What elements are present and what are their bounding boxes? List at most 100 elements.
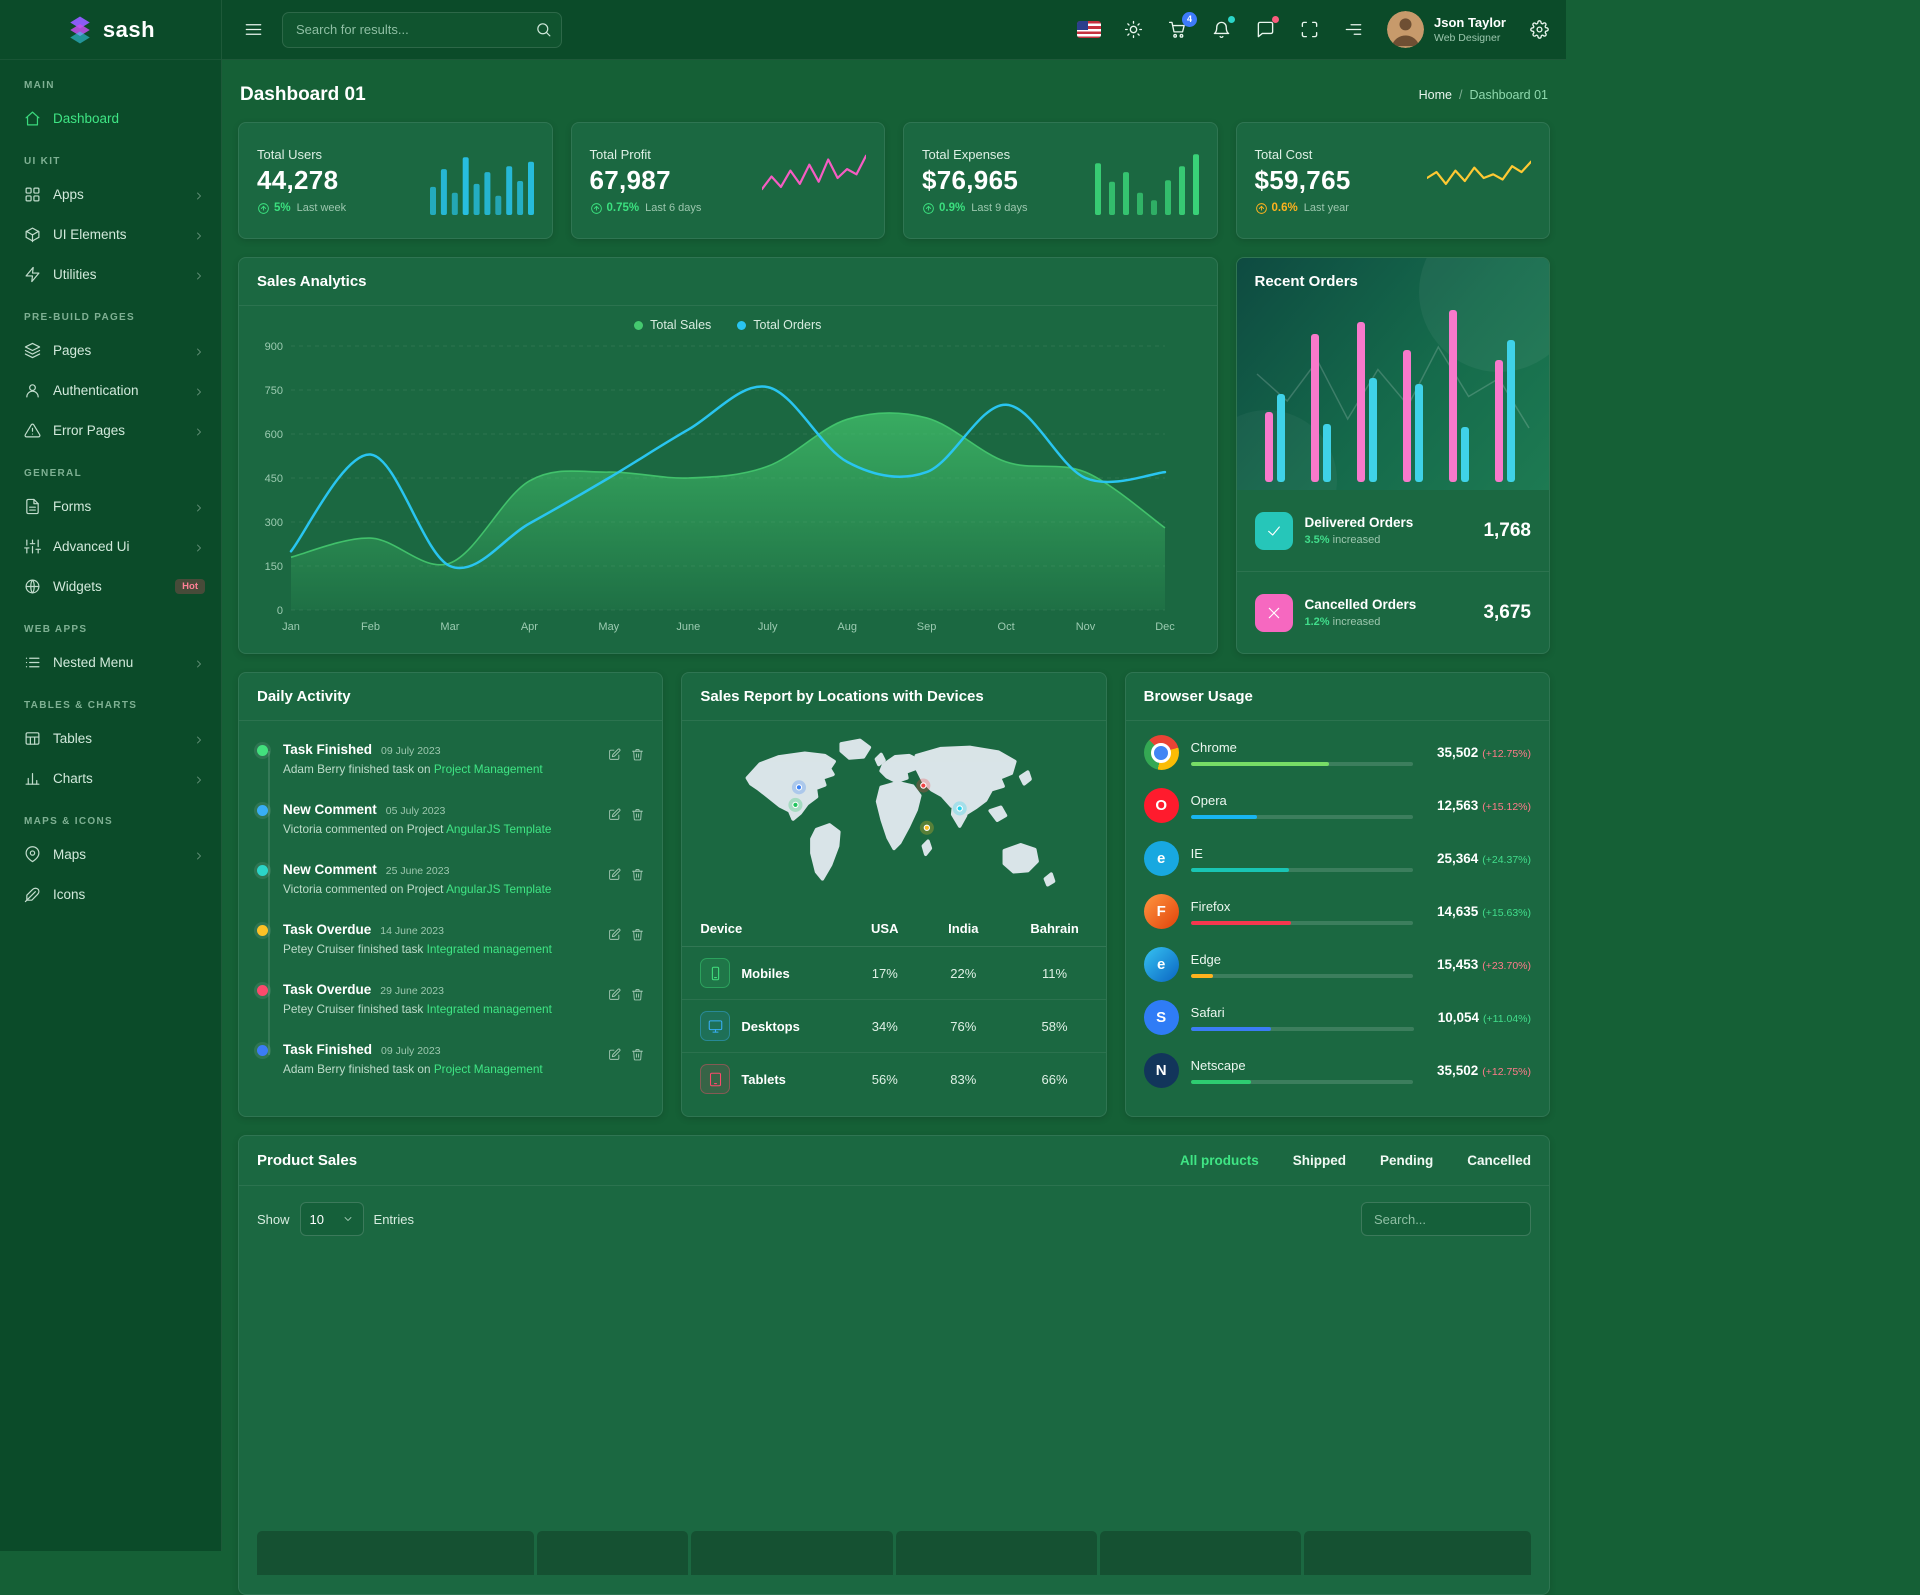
- product-table-column-header[interactable]: [895, 1531, 1097, 1575]
- browser-delta: (+15.12%): [1482, 801, 1531, 813]
- tab-cancelled[interactable]: Cancelled: [1467, 1153, 1531, 1168]
- trash-icon[interactable]: [631, 746, 644, 776]
- settings-gear-icon[interactable]: [1528, 19, 1550, 41]
- sidebar-item-label: Dashboard: [53, 110, 120, 126]
- edit-icon[interactable]: [608, 926, 621, 956]
- theme-toggle-sun-icon[interactable]: [1123, 19, 1145, 41]
- legend-item-total-sales[interactable]: Total Sales: [634, 318, 711, 332]
- stat-card-total-profit: Total Profit 67,987 0.75% Last 6 days: [570, 122, 885, 239]
- sidebar-item-pages[interactable]: Pages: [0, 330, 221, 370]
- trash-icon[interactable]: [631, 806, 644, 836]
- firefox-icon: F: [1143, 894, 1179, 929]
- mobile-icon: [700, 958, 731, 988]
- cart-icon[interactable]: 4: [1167, 11, 1197, 41]
- language-flag-icon[interactable]: [1076, 21, 1101, 38]
- sidebar-item-tables[interactable]: Tables: [0, 718, 221, 758]
- sidebar-item-apps[interactable]: Apps: [0, 174, 221, 214]
- stat-label: Total Profit: [589, 146, 651, 162]
- cart-badge: 4: [1181, 11, 1197, 27]
- notifications-bell-icon[interactable]: [1211, 15, 1235, 41]
- trash-icon[interactable]: [631, 926, 644, 956]
- edit-icon[interactable]: [608, 986, 621, 1016]
- product-table-column-header[interactable]: [1099, 1531, 1302, 1575]
- browser-name: Safari: [1190, 1004, 1225, 1020]
- sidebar-item-forms[interactable]: Forms: [0, 486, 221, 526]
- fullscreen-icon[interactable]: [1299, 19, 1321, 41]
- sales-analytics-chart-area: 0 150 300 450 600 750 900 Jan Feb Mar Apr May June Ju…: [239, 332, 1217, 641]
- activity-link[interactable]: Integrated management: [426, 942, 552, 956]
- tab-pending[interactable]: Pending: [1379, 1153, 1434, 1168]
- messages-chat-icon[interactable]: [1255, 15, 1279, 41]
- browser-row-edge: e Edge 15,453 (+23.70%): [1143, 938, 1531, 991]
- check-icon: [1267, 525, 1280, 536]
- legend-item-total-orders[interactable]: Total Orders: [737, 318, 821, 332]
- device-percentage: 83%: [923, 1052, 1004, 1105]
- breadcrumb-home[interactable]: Home: [1418, 88, 1452, 102]
- product-table-column-header[interactable]: [536, 1531, 689, 1575]
- svg-text:750: 750: [265, 385, 283, 397]
- column-india[interactable]: India: [923, 911, 1004, 947]
- product-table-column-header[interactable]: [691, 1531, 893, 1575]
- edit-icon: [609, 808, 621, 821]
- trash-icon[interactable]: [631, 866, 644, 896]
- sidebar-item-ui-elements[interactable]: UI Elements: [0, 214, 221, 254]
- column-usa[interactable]: USA: [846, 911, 924, 947]
- tab-all-products[interactable]: All products: [1179, 1153, 1259, 1168]
- browser-value: 10,054 (+11.04%): [1437, 1010, 1531, 1025]
- sidebar-item-maps[interactable]: Maps: [0, 834, 221, 874]
- menu-toggle-icon[interactable]: [238, 15, 268, 45]
- edit-icon[interactable]: [608, 1046, 621, 1076]
- activity-date: 09 July 2023: [381, 1045, 441, 1057]
- edit-icon[interactable]: [608, 806, 621, 836]
- trash-icon[interactable]: [631, 1046, 644, 1076]
- sidebar-item-dashboard[interactable]: Dashboard: [0, 98, 221, 138]
- activity-link[interactable]: Project Management: [433, 1062, 543, 1076]
- activity-link[interactable]: AngularJS Template: [446, 882, 552, 896]
- search-input[interactable]: [282, 11, 562, 48]
- edit-icon[interactable]: [608, 866, 621, 896]
- table-search-input[interactable]: [1361, 1202, 1531, 1236]
- sidebar-item-utilities[interactable]: Utilities: [0, 254, 221, 294]
- activity-link[interactable]: Project Management: [433, 762, 543, 776]
- stat-label: Total Cost: [1254, 146, 1313, 162]
- sidebar-item-nested-menu[interactable]: Nested Menu: [0, 642, 221, 682]
- sidebar-item-authentication[interactable]: Authentication: [0, 370, 221, 410]
- activity-date: 09 July 2023: [381, 745, 441, 757]
- opera-icon: O: [1143, 788, 1179, 823]
- tab-shipped[interactable]: Shipped: [1292, 1153, 1346, 1168]
- recent-orders-title: Recent Orders: [1254, 273, 1358, 290]
- sidebar-item-advanced-ui[interactable]: Advanced Ui: [0, 526, 221, 566]
- user-menu[interactable]: Json Taylor Web Designer: [1386, 11, 1506, 48]
- product-table-column-header[interactable]: [1304, 1531, 1531, 1575]
- column-device[interactable]: Device: [682, 911, 847, 947]
- sidebar-item-widgets[interactable]: Widgets Hot: [0, 566, 221, 606]
- header-search: [282, 11, 562, 48]
- page-size-select[interactable]: 10: [299, 1202, 364, 1236]
- sidebar-item-icons[interactable]: Icons: [0, 874, 221, 914]
- right-panel-icon[interactable]: [1343, 19, 1365, 41]
- brand-logo[interactable]: sash: [0, 0, 221, 60]
- svg-text:Oct: Oct: [998, 621, 1015, 633]
- activity-title: Task Finished: [283, 1042, 373, 1057]
- column-bahrain[interactable]: Bahrain: [1003, 911, 1106, 947]
- sales-report-table: Device USA India Bahrain Mobiles 17% 22% 11% Des…: [682, 911, 1106, 1105]
- activity-link[interactable]: Integrated management: [426, 1002, 552, 1016]
- device-percentage: 11%: [1003, 946, 1106, 1000]
- trash-icon[interactable]: [631, 986, 644, 1016]
- device-percentage: 58%: [1003, 999, 1106, 1053]
- stat-delta: 0.6% Last year: [1255, 202, 1351, 215]
- activity-link[interactable]: AngularJS Template: [446, 822, 552, 836]
- svg-text:Nov: Nov: [1076, 621, 1096, 633]
- edit-icon[interactable]: [608, 746, 621, 776]
- activity-date: 05 July 2023: [385, 805, 446, 817]
- edge-icon: e: [1143, 947, 1179, 982]
- chevron-right-icon: [197, 429, 201, 436]
- stat-card-total-expenses: Total Expenses $76,965 0.9% Last 9 days: [903, 122, 1218, 239]
- browser-usage-list: Chrome 35,502 (+12.75%) O Opera 12,563 (+15.12…: [1126, 721, 1549, 1097]
- search-icon[interactable]: [535, 21, 552, 38]
- sidebar-item-error-pages[interactable]: Error Pages: [0, 410, 221, 450]
- browser-name: IE: [1190, 845, 1203, 861]
- activity-item: New Comment 25 June 2023 Victoria commente…: [257, 849, 644, 909]
- product-table-column-header[interactable]: [257, 1531, 534, 1575]
- sidebar-item-charts[interactable]: Charts: [0, 758, 221, 798]
